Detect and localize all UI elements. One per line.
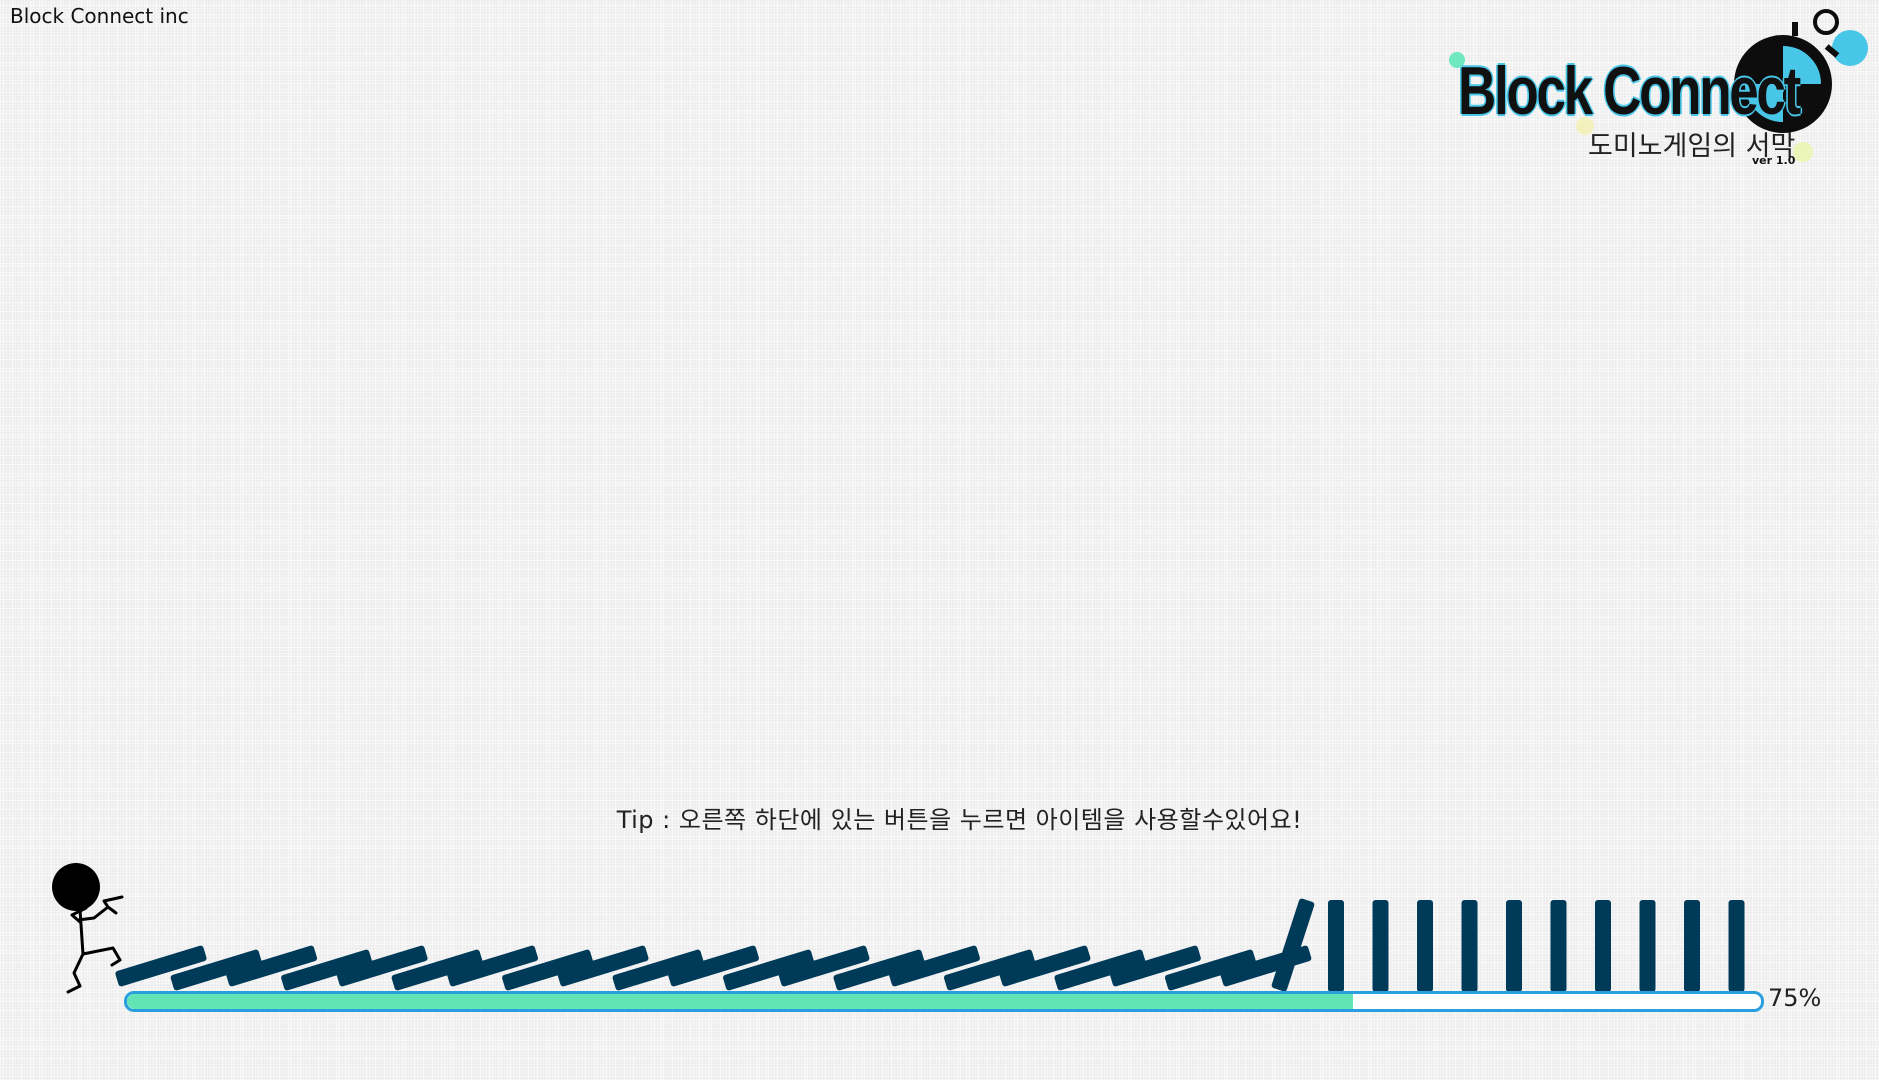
fallen-domino xyxy=(667,945,759,987)
fallen-domino xyxy=(943,949,1036,991)
standing-domino xyxy=(1328,900,1344,992)
fallen-domino xyxy=(778,945,870,987)
loading-progress-fill xyxy=(127,994,1353,1009)
standing-domino xyxy=(1506,900,1522,992)
logo-title: Block Connect xyxy=(1458,53,1801,129)
fallen-domino xyxy=(888,945,980,987)
fallen-domino xyxy=(502,949,594,991)
standing-domino xyxy=(1684,900,1700,992)
standing-domino xyxy=(1639,900,1656,992)
fallen-domino xyxy=(170,949,262,991)
domino-scene xyxy=(52,863,1745,994)
fallen-domino xyxy=(225,945,318,987)
fallen-domino xyxy=(336,945,428,987)
fallen-domino xyxy=(1054,949,1146,991)
tip-text: Tip : 오른쪽 하단에 있는 버튼을 누르면 아이템을 사용할수있어요! xyxy=(616,806,1303,834)
fallen-domino xyxy=(1164,949,1257,991)
fallen-domino xyxy=(1109,945,1201,987)
standing-domino xyxy=(1595,900,1611,992)
fallen-domino xyxy=(833,949,925,991)
tilting-domino xyxy=(1271,898,1315,992)
company-name: Block Connect inc xyxy=(10,4,189,28)
logo-version: ver 1.0 xyxy=(1752,154,1796,167)
loading-percent: 75% xyxy=(1768,984,1822,1012)
stopwatch-icon xyxy=(1449,9,1868,162)
fallen-domino xyxy=(999,945,1091,987)
standing-domino xyxy=(1461,900,1478,992)
fallen-domino xyxy=(446,945,539,987)
fallen-domino xyxy=(557,945,649,987)
game-logo: Block Connect 도미노게임의 서막 ver 1.0 xyxy=(1440,8,1870,168)
fallen-domino xyxy=(723,949,815,991)
domino-row xyxy=(115,898,1745,992)
fallen-domino xyxy=(612,949,704,991)
standing-domino xyxy=(1417,900,1433,992)
logo-subtitle: 도미노게임의 서막 xyxy=(1588,131,1796,162)
stick-figure xyxy=(52,863,124,994)
loading-progress-bar xyxy=(124,991,1764,1012)
fallen-domino xyxy=(391,949,483,991)
standing-domino xyxy=(1550,900,1567,992)
standing-domino xyxy=(1372,900,1389,992)
fallen-domino xyxy=(115,945,207,987)
fallen-domino xyxy=(281,949,373,991)
standing-domino xyxy=(1728,900,1745,992)
